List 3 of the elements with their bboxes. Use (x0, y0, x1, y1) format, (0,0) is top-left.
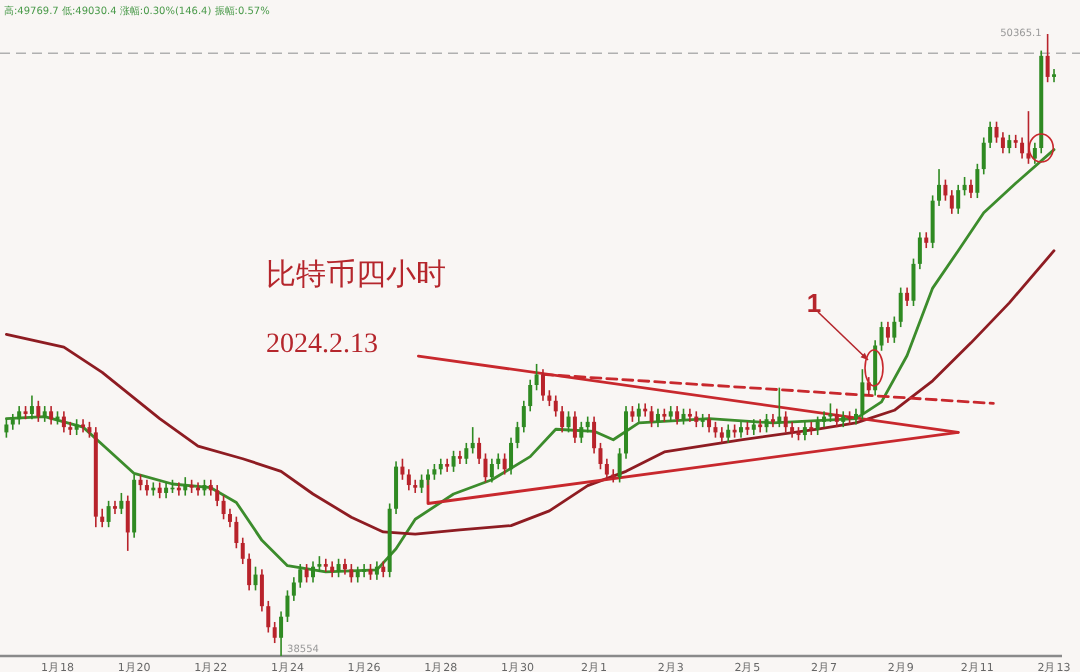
text: 2024.2.13 (266, 330, 378, 360)
text: 比特币四小时 (266, 258, 446, 292)
annotation: 1 (806, 288, 822, 318)
